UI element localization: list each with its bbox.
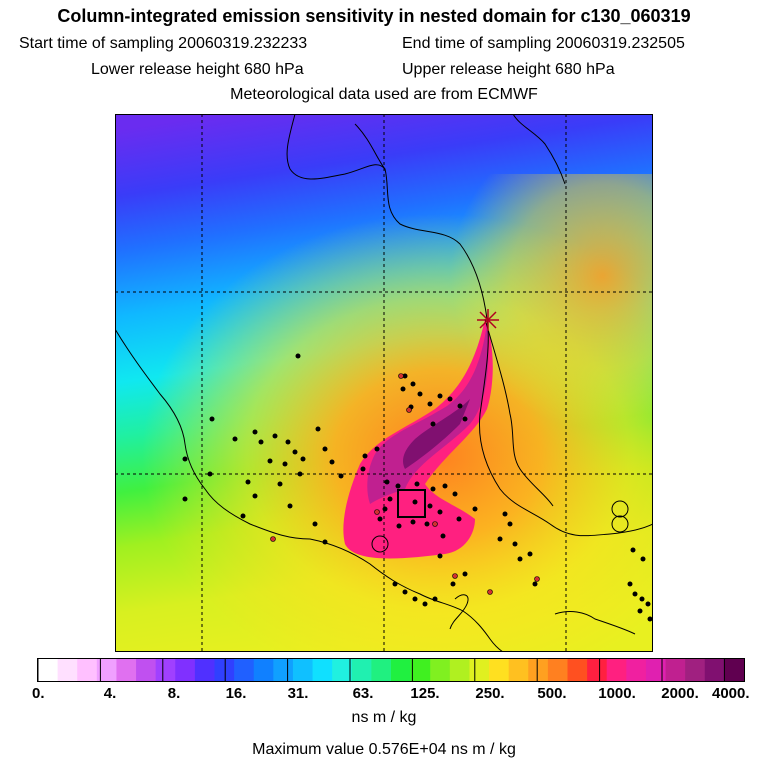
- star-marker: [477, 309, 499, 331]
- sensitivity-map: [115, 114, 653, 652]
- colorbar-segment: [77, 659, 98, 681]
- start-time-label: Start time of sampling 20060319.232233: [19, 35, 308, 52]
- lower-release-label: Lower release height 680 hPa: [91, 61, 304, 78]
- maximum-value-label: Maximum value 0.576E+04 ns m / kg: [252, 741, 516, 758]
- colorbar-segment: [567, 659, 588, 681]
- plume-max: [403, 399, 470, 469]
- colorbar-segment: [469, 659, 490, 681]
- colorbar-segment: [175, 659, 196, 681]
- release-box: [397, 489, 426, 518]
- map-frame: [115, 114, 653, 652]
- colorbar: [37, 658, 745, 682]
- colorbar-tick-label: 0.: [31, 685, 45, 702]
- colorbar-segment: [332, 659, 353, 681]
- colorbar-segment: [312, 659, 333, 681]
- colorbar-tick-label: 4000.: [712, 685, 750, 702]
- colorbar-segment: [410, 659, 431, 681]
- end-time-label: End time of sampling 20060319.232505: [402, 35, 685, 52]
- colorbar-segment: [371, 659, 392, 681]
- colorbar-frame: [37, 658, 745, 682]
- colorbar-segment: [96, 659, 117, 681]
- colorbar-segment: [724, 659, 745, 681]
- colorbar-segment: [351, 659, 372, 681]
- coastlines: [115, 114, 653, 652]
- colorbar-tick-label: 16.: [225, 685, 247, 702]
- colorbar-segment: [547, 659, 568, 681]
- colorbar-segment: [626, 659, 647, 681]
- colorbar-segment: [489, 659, 510, 681]
- colorbar-segment: [645, 659, 667, 681]
- met-data-label: Meteorological data used are from ECMWF: [230, 86, 538, 103]
- colorbar-tick-label: 250.: [475, 685, 505, 702]
- plot-title: Column-integrated emission sensitivity i…: [57, 6, 691, 26]
- station-dots: [182, 353, 653, 622]
- colorbar-tick-label: 31.: [287, 685, 309, 702]
- colorbar-segment: [508, 659, 529, 681]
- colorbar-segment: [273, 659, 294, 681]
- colorbar-segment: [449, 659, 470, 681]
- station-dots-red: [270, 373, 540, 595]
- colorbar-segment: [155, 659, 176, 681]
- colorbar-segment: [292, 659, 314, 681]
- colorbar-segment: [704, 659, 725, 681]
- plume-core: [367, 324, 489, 504]
- colorbar-tick-label: 500.: [537, 685, 567, 702]
- colorbar-units: ns m / kg: [351, 709, 417, 726]
- colorbar-segment: [528, 659, 549, 681]
- colorbar-segment: [606, 659, 627, 681]
- colorbar-segment: [38, 659, 59, 681]
- colorbar-segment: [116, 659, 137, 681]
- colorbar-segment: [253, 659, 274, 681]
- colorbar-tick-label: 2000.: [661, 685, 699, 702]
- colorbar-segment: [430, 659, 451, 681]
- colorbar-segment: [214, 659, 235, 681]
- colorbar-tick-label: 63.: [352, 685, 374, 702]
- colorbar-segment: [685, 659, 706, 681]
- colorbar-tick-label: 4.: [103, 685, 117, 702]
- colorbar-segment: [587, 659, 608, 681]
- colorbar-segment: [194, 659, 215, 681]
- colorbar-segment: [57, 659, 78, 681]
- colorbar-segment: [136, 659, 157, 681]
- colorbar-segment: [234, 659, 255, 681]
- colorbar-tick-label: 1000.: [598, 685, 636, 702]
- colorbar-tick-label: 8.: [167, 685, 181, 702]
- upper-release-label: Upper release height 680 hPa: [402, 61, 615, 78]
- colorbar-segment: [665, 659, 686, 681]
- colorbar-tick-label: 125.: [410, 685, 440, 702]
- colorbar-segment: [391, 659, 412, 681]
